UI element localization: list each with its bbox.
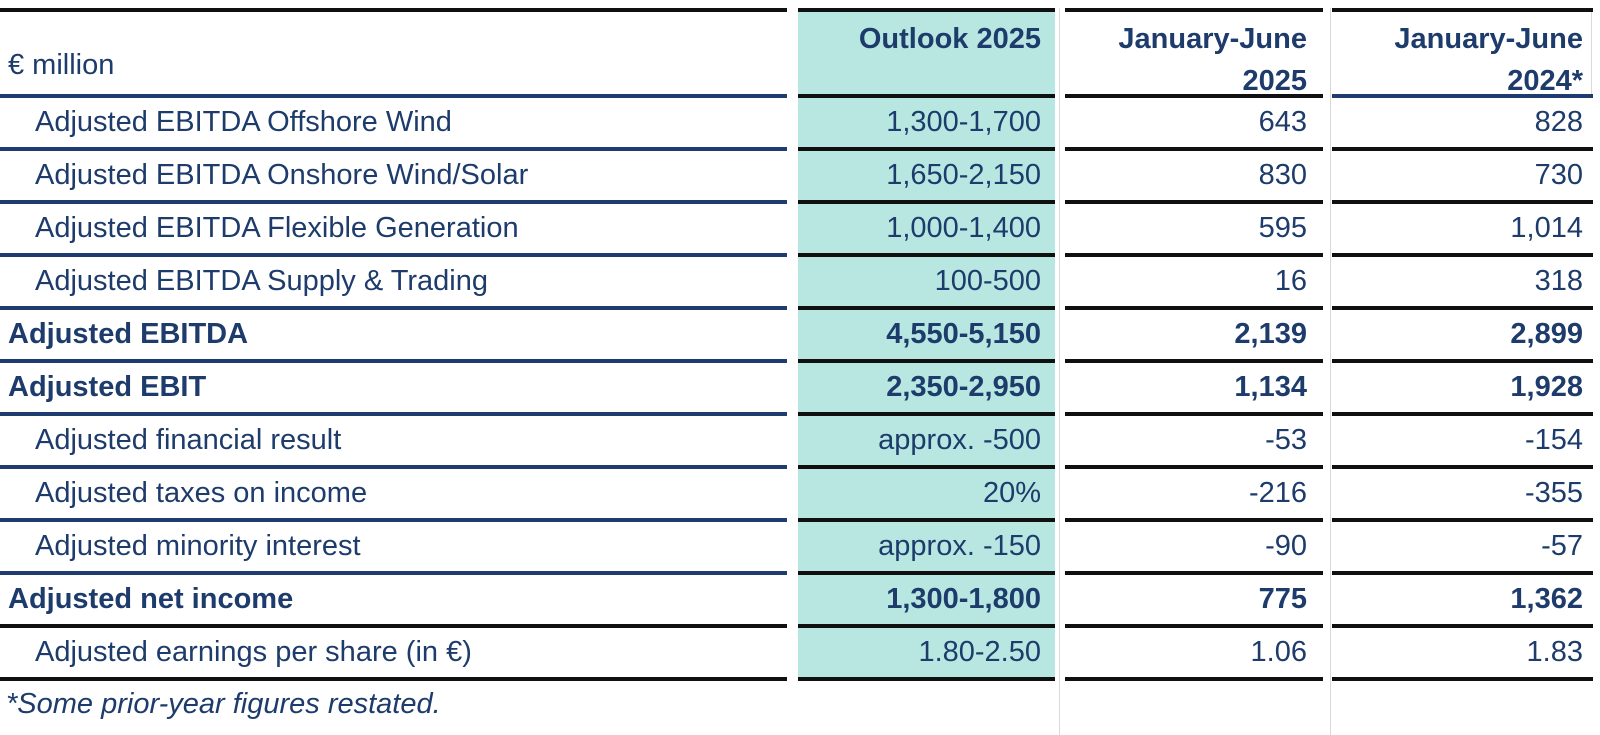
h1-2024-column-rows: 828 730 1,014 318 2,899 1,928 -154 -355 -57 1,362… [1332, 98, 1593, 681]
table-cell-h1-2025: -216 [1065, 469, 1323, 522]
table-cell-h1-2024: 1,362 [1332, 575, 1593, 628]
table-cell-h1-2025: 830 [1065, 151, 1323, 204]
table-cell-outlook: 1.80-2.50 [798, 628, 1055, 681]
table-cell-h1-2024: -57 [1332, 522, 1593, 575]
jan-june-2025-column: January-June 2025 643 830 595 16 2,139 1,134-… [1065, 8, 1323, 681]
table-row-label: Adjusted EBITDA Supply & Trading [0, 257, 787, 310]
table-row-label: Adjusted minority interest [0, 522, 787, 575]
table-row-label: Adjusted net income [0, 575, 787, 628]
table-cell-h1-2024: 1,928 [1332, 363, 1593, 416]
outlook-2025-column: Outlook 2025 1,300-1,700 1,650-2,150 1,000… [798, 8, 1055, 681]
table-cell-h1-2024: -154 [1332, 416, 1593, 469]
table-cell-h1-2025: 1.06 [1065, 628, 1323, 681]
jan-june-2025-header-line1: January-June [1118, 23, 1307, 55]
table-row-label: Adjusted earnings per share (in €) [0, 628, 787, 681]
jan-june-2024-header: January-June 2024* [1332, 12, 1593, 98]
table-row-label: Adjusted EBIT [0, 363, 787, 416]
table-cell-outlook: 2,350-2,950 [798, 363, 1055, 416]
table-cell-h1-2025: 16 [1065, 257, 1323, 310]
table-cell-h1-2024: 1.83 [1332, 628, 1593, 681]
table-cell-h1-2025: 1,134 [1065, 363, 1323, 416]
jan-june-2024-header-line1: January-June [1394, 23, 1583, 55]
table-cell-outlook: 1,300-1,700 [798, 98, 1055, 151]
table-cell-outlook: approx. -500 [798, 416, 1055, 469]
unit-label: € million [0, 12, 787, 98]
column-gap-line [1330, 8, 1331, 735]
table-cell-h1-2025: 643 [1065, 98, 1323, 151]
table-row-label: Adjusted EBITDA Offshore Wind [0, 98, 787, 151]
table-cell-h1-2025: 775 [1065, 575, 1323, 628]
table-cell-outlook: 20% [798, 469, 1055, 522]
outlook-column-rows: 1,300-1,700 1,650-2,150 1,000-1,400 100-500… [798, 98, 1055, 681]
table-cell-outlook: 1,650-2,150 [798, 151, 1055, 204]
jan-june-2025-header: January-June 2025 [1065, 12, 1323, 98]
h1-2025-column-rows: 643 830 595 16 2,139 1,134 -53 -216 -90 775 1.06 [1065, 98, 1323, 681]
table-cell-outlook: 4,550-5,150 [798, 310, 1055, 363]
jan-june-2024-header-line2: 2024* [1507, 65, 1583, 98]
labels-column: € million Adjusted EBITDA Offshore Wind A… [0, 8, 787, 681]
table-cell-h1-2024: 730 [1332, 151, 1593, 204]
table-cell-outlook: 1,000-1,400 [798, 204, 1055, 257]
outlook-2025-header: Outlook 2025 [798, 12, 1055, 98]
table-cell-outlook: approx. -150 [798, 522, 1055, 575]
table-row-label: Adjusted EBITDA [0, 310, 787, 363]
labels-column-rows: Adjusted EBITDA Offshore Wind Adjusted EB… [0, 98, 787, 681]
table-cell-h1-2024: 1,014 [1332, 204, 1593, 257]
column-gap-line [1059, 8, 1060, 735]
table-cell-h1-2025: 595 [1065, 204, 1323, 257]
table-cell-h1-2025: -53 [1065, 416, 1323, 469]
footnote: *Some prior-year figures restated. [6, 688, 441, 720]
jan-june-2025-header-line2: 2025 [1242, 65, 1307, 98]
table-cell-h1-2025: 2,139 [1065, 310, 1323, 363]
table-row-label: Adjusted taxes on income [0, 469, 787, 522]
table-cell-outlook: 100-500 [798, 257, 1055, 310]
table-cell-h1-2024: 828 [1332, 98, 1593, 151]
table-cell-h1-2025: -90 [1065, 522, 1323, 575]
jan-june-2024-column: January-June 2024* 828 730 1,014 318 2,899 1,… [1332, 8, 1593, 681]
table-cell-h1-2024: 2,899 [1332, 310, 1593, 363]
header-right-edge-line [1591, 8, 1592, 98]
table-cell-h1-2024: 318 [1332, 257, 1593, 310]
table-row-label: Adjusted financial result [0, 416, 787, 469]
table-row-label: Adjusted EBITDA Flexible Generation [0, 204, 787, 257]
table-cell-h1-2024: -355 [1332, 469, 1593, 522]
table-row-label: Adjusted EBITDA Onshore Wind/Solar [0, 151, 787, 204]
table-cell-outlook: 1,300-1,800 [798, 575, 1055, 628]
